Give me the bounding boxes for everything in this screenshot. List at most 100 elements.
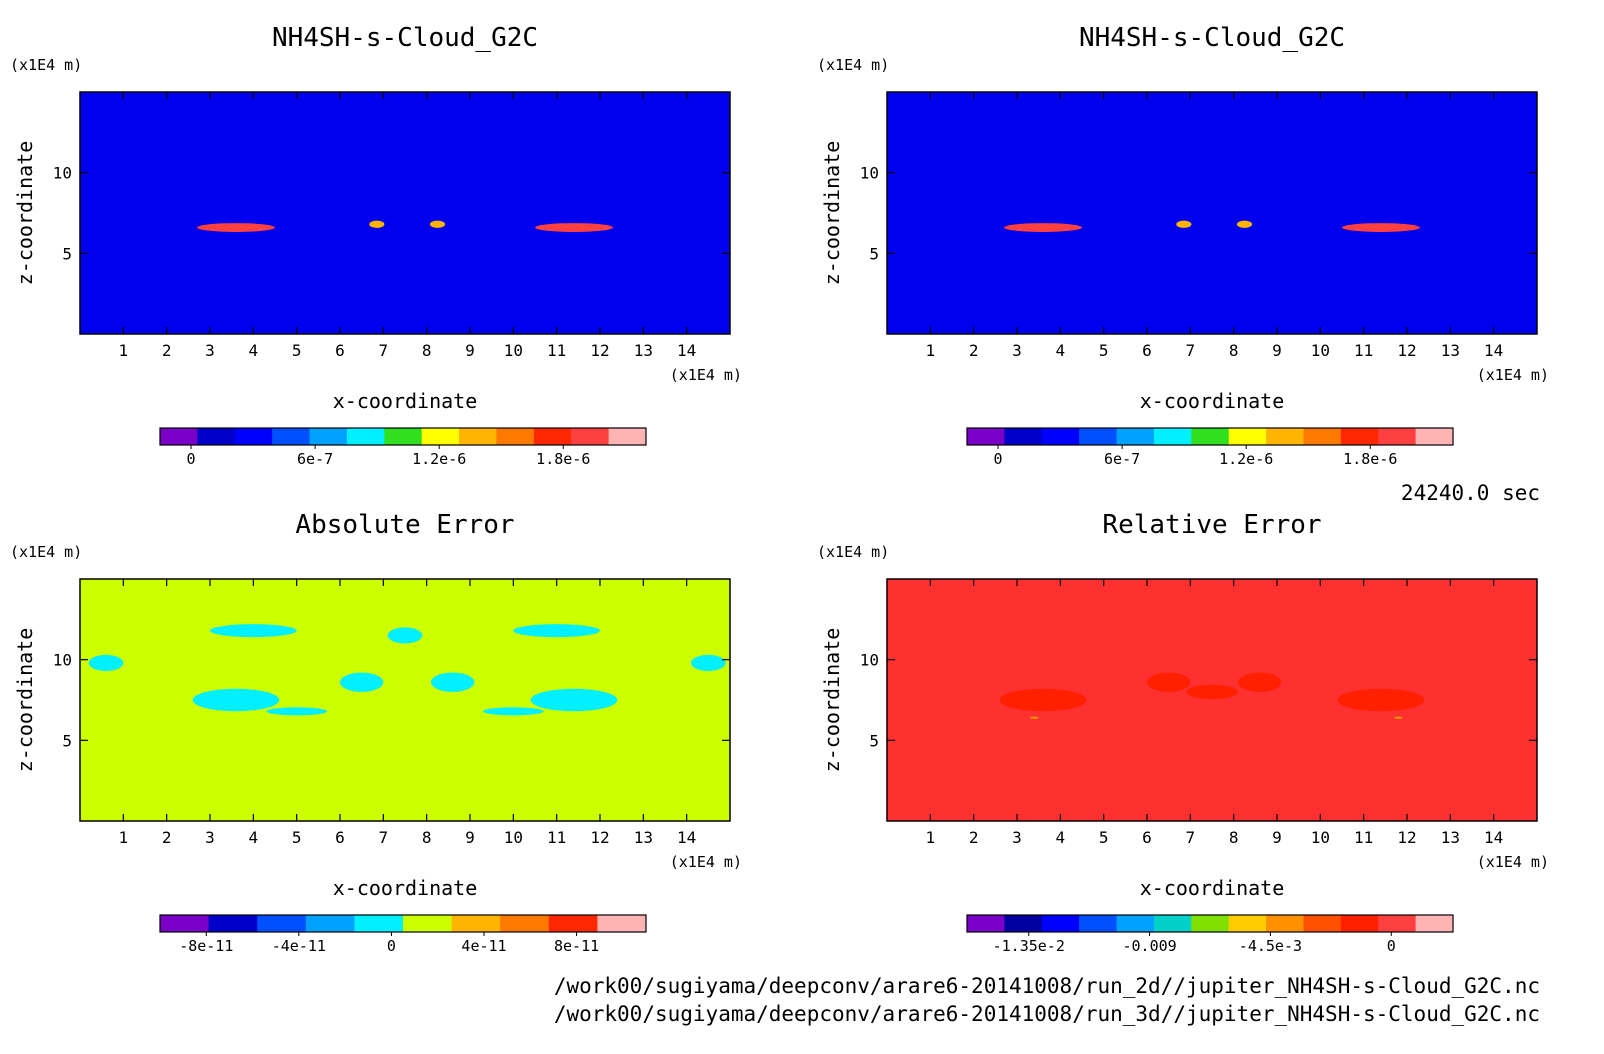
colorbar-tick-label: 0 [387,937,396,955]
colorbar-tick-label: 1.8e-6 [536,450,590,468]
colorbar-segment [608,428,647,445]
colorbar-segment [533,428,572,445]
panel-1: NH4SH-s-Cloud_G2C(x1E4 m)1 2 3 4 5 6 7 8 9 10 11 12… [10,23,742,468]
colorbar-segment [1191,915,1230,932]
colorbar-segment [1378,428,1417,445]
colorbar-segment [272,428,311,445]
x-tick-label: 13 [1441,828,1460,847]
colorbar-tick-label: -8e-11 [179,937,233,955]
y-tick-label: 10 [53,651,72,670]
field-feature [197,223,275,232]
x-tick-label: 9 [1272,341,1282,360]
field-feature [1342,223,1420,232]
x-tick-label: 8 [1229,341,1239,360]
x-tick-label: 11 [1354,828,1373,847]
field-feature [431,672,475,692]
plot-features [999,672,1425,719]
x-tick-label: 6 [1142,828,1152,847]
x-tick-label: 3 [1012,828,1022,847]
colorbar-segment [496,428,535,445]
colorbar-segment [1340,428,1379,445]
colorbar-tick-label: -4e-11 [272,937,326,955]
colorbar-segment [1266,428,1304,445]
field-feature [210,624,297,638]
x-tick-label: 12 [1397,828,1416,847]
x-unit-label: (x1E4 m) [670,366,742,384]
plot-frame [886,91,1538,335]
x-tick-label: 1 [926,828,936,847]
colorbar-segment [967,915,1005,932]
field-feature [999,688,1087,712]
x-tick-label: 14 [1484,828,1503,847]
colorbar-segment [1116,915,1155,932]
plot-features [88,624,726,716]
colorbar-segment [1004,915,1043,932]
x-tick-label: 12 [590,828,609,847]
field-feature [1004,223,1082,232]
x-tick-label: 4 [249,341,259,360]
panel-title: NH4SH-s-Cloud_G2C [272,23,538,53]
plot-field [887,579,1537,821]
colorbar-tick-label: -4.5e-3 [1239,937,1302,955]
field-feature [482,707,544,716]
colorbar-segment [967,428,1005,445]
x-tick-label: 12 [1397,341,1416,360]
x-tick-label: 7 [379,828,389,847]
x-tick-label: 3 [205,341,215,360]
field-feature [691,654,726,671]
field-feature [88,654,124,671]
plot-frame [886,578,1538,822]
x-axis-label: x-coordinate [333,876,478,900]
x-tick-label: 10 [1311,828,1330,847]
colorbar-segment [1266,915,1304,932]
colorbar-segment [403,915,453,932]
x-tick-label: 6 [335,828,345,847]
y-tick-label: 5 [869,731,879,750]
x-tick-label: 7 [379,341,389,360]
colorbar-segment [160,915,210,932]
colorbar-segment [1004,428,1043,445]
field-feature [192,688,280,712]
colorbar-tick-label: 6e-7 [297,450,333,468]
colorbar-tick-label: -1.35e-2 [993,937,1065,955]
x-axis-label: x-coordinate [333,389,478,413]
colorbar-segment [384,428,423,445]
colorbar-segment [1415,915,1454,932]
panel-2: NH4SH-s-Cloud_G2C(x1E4 m)1 2 3 4 5 6 7 8 9 10 11 12… [817,23,1549,468]
colorbar-segment [346,428,385,445]
field-feature [1176,220,1192,228]
field-feature [266,707,327,716]
field-feature [1394,716,1403,719]
x-tick-label: 1 [119,828,129,847]
colorbar-segment [208,915,258,932]
colorbar-segment [571,428,610,445]
colorbar-segment [451,915,501,932]
x-tick-label: 8 [1229,828,1239,847]
x-tick-label: 5 [292,341,302,360]
y-tick-label: 10 [860,164,879,183]
field-feature [387,627,423,644]
x-tick-label: 8 [422,341,432,360]
y-unit-label: (x1E4 m) [10,543,82,561]
x-tick-label: 13 [634,341,653,360]
plot-features [1004,220,1420,232]
colorbar-tick-label: 6e-7 [1104,450,1140,468]
colorbar-tick-label: 8e-11 [554,937,599,955]
colorbar-segment [309,428,348,445]
colorbar-segment [548,915,598,932]
field-feature [369,220,385,228]
colorbar-segment [1340,915,1379,932]
colorbar-segment [1378,915,1417,932]
time-label: 24240.0 sec [1401,481,1540,505]
x-tick-label: 1 [119,341,129,360]
y-unit-label: (x1E4 m) [817,56,889,74]
x-tick-label: 11 [547,828,566,847]
x-axis-label: x-coordinate [1140,876,1285,900]
field-feature [1337,688,1425,712]
x-tick-label: 4 [1056,341,1066,360]
field-feature [1186,684,1238,700]
y-tick-label: 5 [62,731,72,750]
colorbar-segment [354,915,404,932]
x-tick-label: 10 [1311,341,1330,360]
colorbar-segment [234,428,273,445]
